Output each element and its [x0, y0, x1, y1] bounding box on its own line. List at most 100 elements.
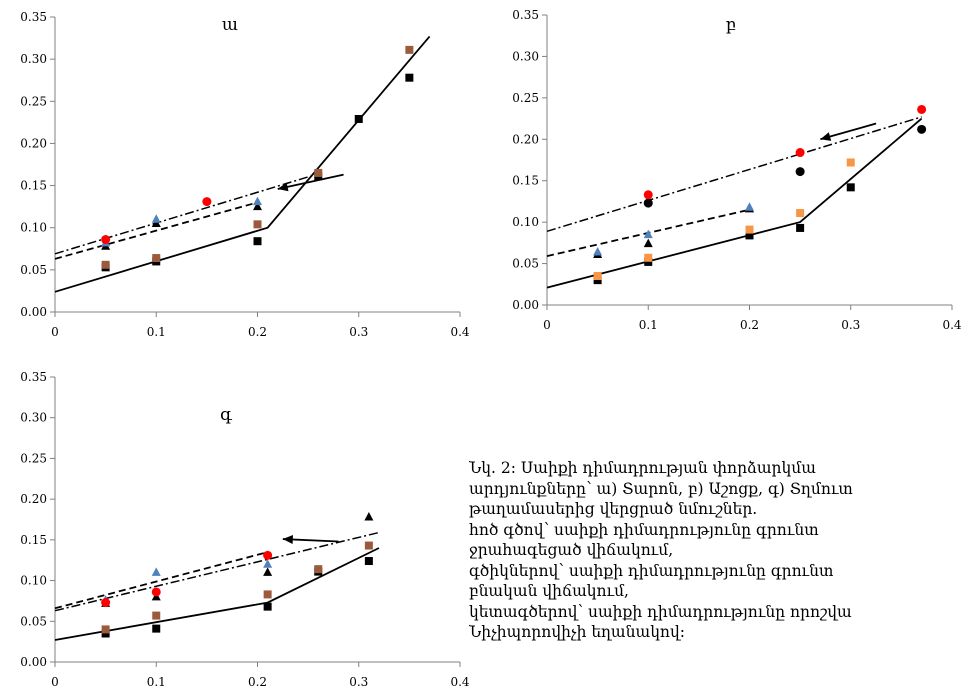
x-tick-label: 0.3: [841, 318, 860, 332]
square-point: [644, 257, 653, 266]
dashed-line: [54, 201, 258, 260]
arrow-line: [277, 173, 344, 190]
figure-caption: Նկ. 2: Սաիքի դիմադրության փորձարկմա արդյ…: [469, 458, 962, 697]
x-tick-label: 0: [51, 675, 59, 689]
square-point: [101, 260, 110, 269]
square-point: [593, 272, 602, 280]
square-point: [253, 237, 262, 246]
x-tick-label: 0.2: [248, 325, 267, 339]
caption-line: ջրահագեցած վիճակում,: [469, 541, 674, 559]
caption-line: կետագծերով՝ սաիքի դիմադրությունը որոշվա: [469, 602, 852, 621]
y-tick-label: 0.15: [512, 174, 539, 188]
triangle-point: [643, 238, 653, 248]
y-tick-label: 0.05: [20, 614, 47, 628]
circle-point: [151, 587, 161, 597]
solid-line: [546, 117, 923, 289]
x-tick-label: 0.1: [639, 318, 658, 332]
chart-a: 0.00 0.05 0.10 0.15 0.20 0.25 0.30 0.35 0 0.1 0.2 0…: [20, 10, 470, 339]
x-tick-label: 0.4: [450, 675, 469, 689]
y-tick-label: 0.10: [20, 221, 47, 235]
triangle-point: [253, 196, 262, 206]
square-point: [405, 45, 414, 54]
square-point: [846, 158, 855, 167]
x-tick-label: 0.4: [942, 318, 961, 332]
x-tick-label: 0: [51, 325, 59, 339]
y-tick-label: 0.00: [512, 298, 539, 312]
triangle-point: [745, 202, 754, 211]
caption-line: Նկ. 2: Սաիքի դիմադրության փորձարկմա: [469, 459, 816, 477]
square-point: [101, 625, 110, 634]
square-point: [152, 624, 161, 633]
y-tick-label: 0.30: [20, 411, 47, 425]
caption-line: արդյունքները՝ ա) Տարոն, բ) Աշոցք, գ) Տղմ…: [469, 479, 853, 498]
square-point: [364, 557, 373, 566]
y-tick-label: 0.25: [20, 451, 47, 465]
y-tick-label: 0.35: [20, 370, 47, 384]
square-point: [253, 220, 262, 229]
square-point: [796, 209, 805, 218]
caption-line: թաղամասերից վերցրած նմուշներ.: [469, 500, 758, 518]
circle-point: [917, 124, 927, 134]
x-tick-label: 0.4: [450, 325, 469, 339]
circle-point: [263, 550, 273, 560]
square-point: [364, 541, 373, 550]
y-tick-label: 0.25: [20, 94, 47, 108]
circle-point: [795, 148, 805, 158]
dashed-line: [54, 551, 268, 610]
y-tick-label: 0.30: [512, 49, 539, 63]
triangle-point: [263, 567, 273, 576]
circle-point: [202, 197, 212, 207]
y-tick-label: 0.10: [20, 574, 47, 588]
triangle-point: [643, 229, 653, 239]
square-point: [152, 611, 161, 620]
x-tick-label: 0.2: [740, 318, 759, 332]
y-tick-label: 0.05: [512, 257, 539, 271]
square-point: [846, 183, 855, 192]
y-tick-label: 0.35: [512, 8, 539, 22]
triangle-point: [151, 214, 161, 223]
triangle-point: [364, 512, 374, 521]
y-tick-label: 0.20: [512, 132, 539, 146]
chart-title: գ: [220, 405, 232, 425]
circle-point: [643, 190, 653, 200]
caption-line: Նիչիպորովիչի եղանակով:: [469, 623, 685, 641]
chart-title: ա: [222, 15, 238, 35]
square-point: [263, 590, 272, 599]
y-tick-label: 0.35: [20, 10, 47, 24]
x-tick-label: 0.2: [248, 675, 267, 689]
circle-point: [643, 198, 653, 208]
x-tick-label: 0.3: [349, 325, 368, 339]
circle-point: [101, 598, 111, 608]
arrow-head: [820, 132, 832, 141]
arrow-head: [282, 535, 293, 544]
x-tick-label: 0.1: [147, 325, 166, 339]
circle-point: [917, 104, 927, 114]
y-tick-label: 0.15: [20, 533, 47, 547]
y-tick-label: 0.05: [20, 263, 47, 277]
y-tick-label: 0.15: [20, 179, 47, 193]
chart-c: 0.00 0.05 0.10 0.15 0.20 0.25 0.30 0.35 0 0.1 0.2 0…: [20, 370, 470, 689]
triangle-point: [593, 246, 603, 256]
square-point: [796, 223, 805, 232]
square-point: [314, 168, 323, 177]
square-point: [745, 231, 754, 240]
y-tick-label: 0.30: [20, 52, 47, 66]
y-tick-label: 0.25: [512, 91, 539, 105]
circle-point: [795, 167, 805, 177]
square-point: [152, 254, 161, 263]
caption-line: բնական վիճակում,: [469, 582, 629, 600]
circle-point: [101, 235, 111, 245]
dashdot-line: [54, 531, 380, 612]
triangle-point: [253, 201, 262, 211]
solid-line: [54, 35, 431, 293]
x-tick-label: 0.3: [349, 675, 368, 689]
x-tick-label: 0: [543, 318, 551, 332]
solid-line: [54, 547, 380, 641]
square-point: [745, 225, 754, 234]
arrow-head: [277, 182, 289, 192]
caption-line: հոծ գծով՝ սաիքի դիմադրությունը գրունտ: [469, 520, 819, 539]
y-tick-label: 0.00: [20, 305, 47, 319]
y-tick-label: 0.00: [20, 655, 47, 669]
y-tick-label: 0.20: [20, 492, 47, 506]
